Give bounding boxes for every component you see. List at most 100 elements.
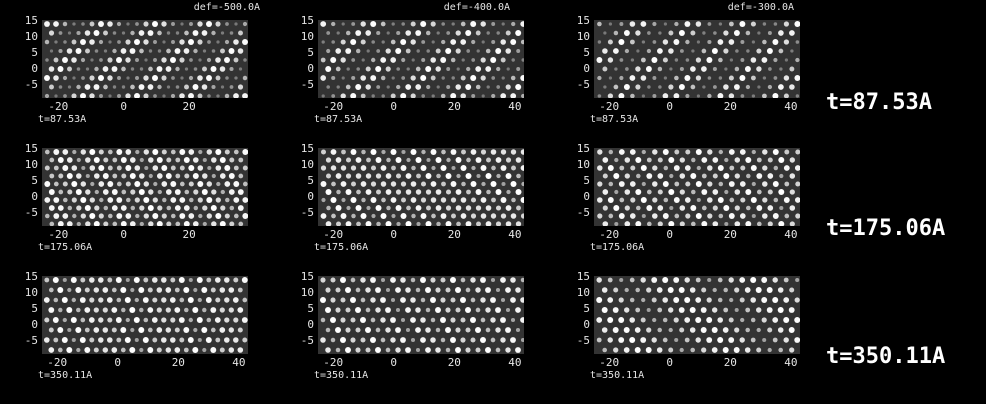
x-tick-label: 0 [390,228,398,241]
x-tick-label: 40 [784,228,798,241]
panel-r2-c2: 15 10 5 0 -5 -20 0 20 40 t=175.06A [290,142,566,276]
y-tick-label: 10 [576,286,590,299]
y-tick-label: 10 [300,286,314,299]
x-tick-label: -20 [599,228,620,241]
x-tick-label: 40 [508,100,522,113]
panel-r2-c1: 15 10 5 0 -5 -20 0 20 t=175.06A [14,142,290,276]
panel-r3-c1: 15 10 5 0 -5 -20 0 20 40 t=350.11A [14,270,290,404]
x-tick-label: -20 [323,228,344,241]
x-tick-label: -20 [47,356,68,369]
thickness-label: t=175.06A [590,242,645,253]
y-tick-label: 5 [307,174,314,187]
y-tick-label: -5 [576,334,590,347]
y-tick-label: 10 [24,286,38,299]
defocus-label: def=-400.0A [443,2,510,13]
x-tick-label: 0 [114,356,122,369]
x-tick-label: 20 [723,100,737,113]
x-tick-label: 0 [390,356,398,369]
x-tick-label: -20 [599,100,620,113]
defocus-label: def=-500.0A [193,2,260,13]
defocus-label: def=-300.0A [727,2,794,13]
simulated-image [594,148,800,226]
panel-r2-c3: 15 10 5 0 -5 -20 0 20 40 t=175.06A [566,142,842,276]
y-tick-label: 0 [307,318,314,331]
x-tick-label: 20 [182,228,196,241]
simulated-image [42,20,248,98]
y-tick-label: -5 [300,206,314,219]
y-tick-label: -5 [576,78,590,91]
thickness-label: t=87.53A [38,114,87,125]
row-label-2: t=175.06A [826,216,946,241]
x-tick-label: 0 [666,356,674,369]
thickness-label: t=175.06A [314,242,369,253]
x-tick-label: 0 [666,228,674,241]
x-tick-label: 20 [447,356,461,369]
simulated-image [318,276,524,354]
simulated-image [594,20,800,98]
y-tick-label: -5 [300,334,314,347]
thickness-label: t=350.11A [590,370,645,381]
y-tick-label: 5 [583,46,590,59]
panel-r1-c3: def=-300.0A 15 10 5 0 -5 -20 0 20 40 t=87.53A [566,2,842,148]
x-tick-label: 40 [508,228,522,241]
x-tick-label: 20 [723,356,737,369]
row-label-3: t=350.11A [826,344,946,369]
simulated-image [42,276,248,354]
y-tick-label: 5 [583,302,590,315]
y-tick-label: 5 [307,302,314,315]
y-tick-label: 0 [583,190,590,203]
x-tick-label: 20 [182,100,196,113]
x-tick-label: -20 [48,100,69,113]
x-tick-label: -20 [599,356,620,369]
row-label-1: t=87.53A [826,90,932,115]
y-tick-label: 0 [307,190,314,203]
panel-r3-c3: 15 10 5 0 -5 -20 0 20 40 t=350.11A [566,270,842,404]
thickness-label: t=350.11A [314,370,369,381]
y-tick-label: 0 [583,318,590,331]
simulated-image [318,148,524,226]
y-tick-label: 0 [307,62,314,75]
y-tick-label: 15 [300,142,314,155]
y-tick-label: 10 [576,158,590,171]
x-tick-label: -20 [48,228,69,241]
y-tick-label: 5 [31,174,38,187]
x-tick-label: 40 [784,356,798,369]
y-tick-label: 5 [583,174,590,187]
simulated-image [42,148,248,226]
y-tick-label: 15 [300,14,314,27]
y-tick-label: 15 [24,14,38,27]
x-tick-label: 0 [120,228,128,241]
y-tick-label: 15 [576,270,590,283]
thickness-label: t=175.06A [38,242,93,253]
y-tick-label: -5 [24,206,38,219]
y-tick-label: 10 [300,30,314,43]
panel-r3-c2: 15 10 5 0 -5 -20 0 20 40 t=350.11A [290,270,566,404]
y-tick-label: 0 [31,190,38,203]
y-tick-label: 5 [31,302,38,315]
y-tick-label: 10 [24,158,38,171]
x-tick-label: -20 [323,356,344,369]
y-tick-label: 0 [583,62,590,75]
y-tick-label: 15 [300,270,314,283]
x-tick-label: -20 [323,100,344,113]
x-tick-label: 0 [120,100,128,113]
x-tick-label: 0 [390,100,398,113]
x-tick-label: 20 [171,356,185,369]
y-tick-label: 10 [300,158,314,171]
y-tick-label: 5 [31,46,38,59]
y-tick-label: 5 [307,46,314,59]
y-tick-label: 0 [31,62,38,75]
thickness-label: t=87.53A [590,114,639,125]
y-tick-label: -5 [300,78,314,91]
y-tick-label: 15 [576,14,590,27]
panel-r1-c2: def=-400.0A 15 10 5 0 -5 -20 0 20 40 t=87.53A [290,2,566,148]
x-tick-label: 40 [784,100,798,113]
x-tick-label: 0 [666,100,674,113]
y-tick-label: 10 [24,30,38,43]
y-tick-label: -5 [576,206,590,219]
x-tick-label: 40 [232,356,246,369]
y-tick-label: 0 [31,318,38,331]
y-tick-label: -5 [24,334,38,347]
x-tick-label: 20 [723,228,737,241]
y-tick-label: 15 [24,142,38,155]
